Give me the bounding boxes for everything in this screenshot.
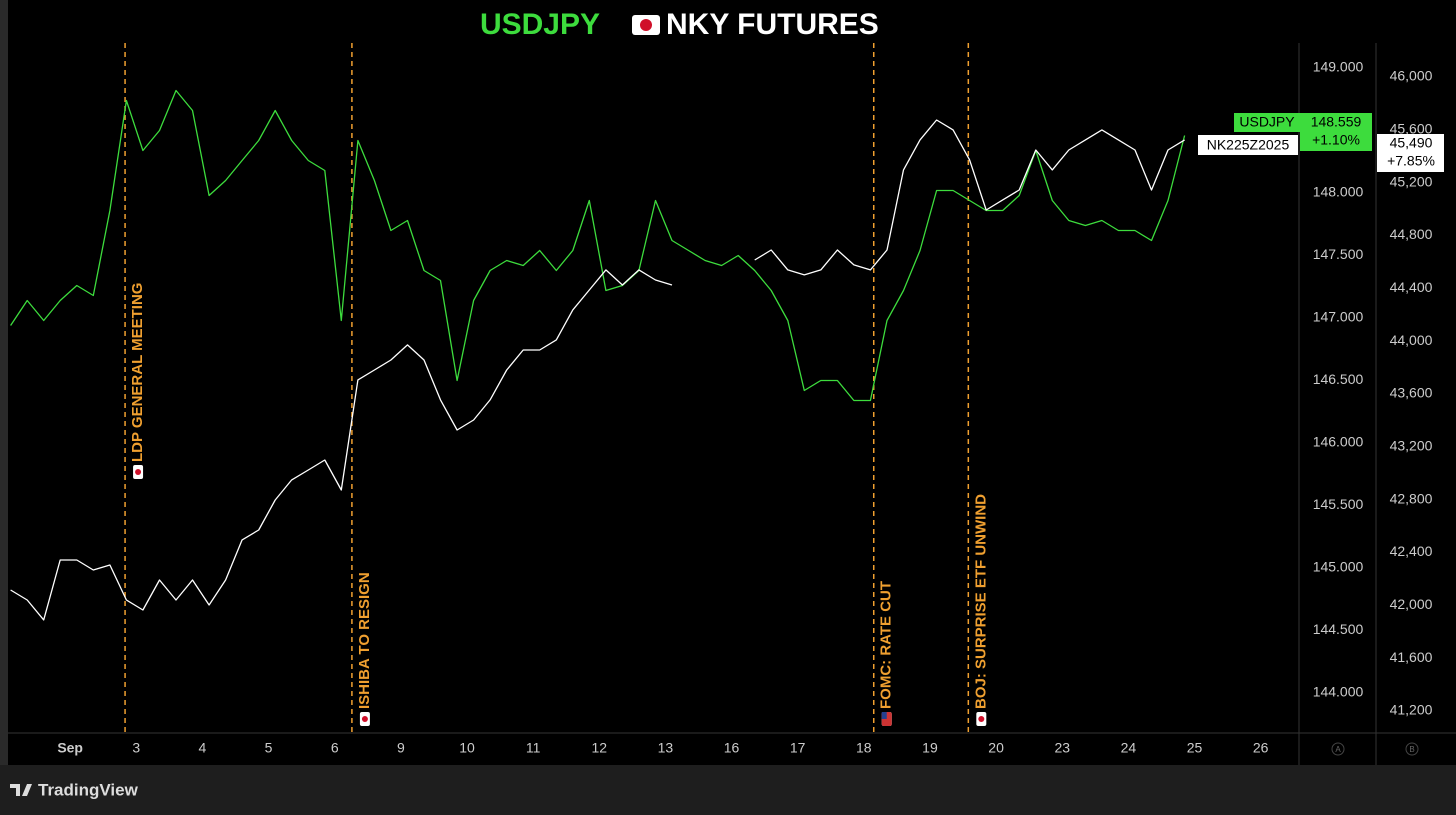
y2-tick-label: 46,000 xyxy=(1390,68,1433,84)
y-tick-label: 145.500 xyxy=(1313,496,1364,512)
x-tick-label: 5 xyxy=(265,740,273,756)
x-tick-label: 6 xyxy=(331,740,339,756)
price-tag xyxy=(1234,113,1300,132)
x-tick-label: 24 xyxy=(1121,740,1137,756)
last-price: 45,490 xyxy=(1390,135,1433,151)
y-tick-label: 148.000 xyxy=(1313,184,1364,200)
flag-dot xyxy=(978,716,985,722)
price-tag xyxy=(1377,134,1444,172)
axis-name: A xyxy=(1335,745,1341,754)
axis-name: B xyxy=(1409,745,1414,754)
x-tick-label: 13 xyxy=(658,740,674,756)
axis-badge xyxy=(1331,742,1345,756)
y-tick-label: 147.000 xyxy=(1313,309,1364,325)
y2-tick-label: 41,200 xyxy=(1390,702,1433,718)
left-border xyxy=(0,0,8,765)
last-change: +7.85% xyxy=(1387,153,1435,169)
legend-entry: USDJPY xyxy=(1239,114,1295,130)
x-tick-label: Sep xyxy=(57,740,83,756)
series-line xyxy=(10,119,1185,621)
axis-badge xyxy=(1405,742,1419,756)
y-tick-label: 147.500 xyxy=(1313,246,1364,262)
x-tick-label: 9 xyxy=(397,740,405,756)
footer xyxy=(0,765,1456,815)
flag-icon xyxy=(359,712,370,726)
event-label: LDP GENERAL MEETING xyxy=(129,283,146,462)
y2-tick-label: 42,400 xyxy=(1390,543,1433,559)
y2-tick-label: 44,000 xyxy=(1390,332,1433,348)
price-tag xyxy=(1198,135,1298,155)
tradingview-logo xyxy=(10,784,32,796)
y-tick-label: 144.500 xyxy=(1313,621,1364,637)
x-tick-label: 3 xyxy=(132,740,140,756)
price-tag xyxy=(1300,113,1372,151)
y-tick-label: 149.000 xyxy=(1313,59,1364,75)
flag-icon xyxy=(976,712,987,726)
x-tick-label: 23 xyxy=(1054,740,1070,756)
x-tick-label: 18 xyxy=(856,740,872,756)
last-price: 148.559 xyxy=(1311,114,1362,130)
flag-dot xyxy=(361,716,368,722)
y2-tick-label: 44,400 xyxy=(1390,279,1433,295)
event-label: BOJ: SURPRISE ETF UNWIND xyxy=(972,494,989,709)
x-tick-label: 20 xyxy=(988,740,1004,756)
chart-title: USDJPY xyxy=(480,8,600,41)
x-tick-label: 12 xyxy=(591,740,607,756)
y2-tick-label: 41,600 xyxy=(1390,649,1433,665)
x-tick-label: 19 xyxy=(922,740,938,756)
x-tick-label: 16 xyxy=(724,740,740,756)
last-change: +1.10% xyxy=(1312,132,1360,148)
x-tick-label: 26 xyxy=(1253,740,1269,756)
y2-tick-label: 45,600 xyxy=(1390,120,1433,136)
x-tick-label: 25 xyxy=(1187,740,1203,756)
x-tick-label: 4 xyxy=(199,740,207,756)
y-tick-label: 144.000 xyxy=(1313,684,1364,700)
event-label: FOMC: RATE CUT xyxy=(878,581,895,709)
series-line xyxy=(10,89,1186,402)
flag-icon xyxy=(133,465,144,479)
flag-icon xyxy=(632,15,660,35)
y2-tick-label: 45,200 xyxy=(1390,173,1433,189)
x-tick-label: 11 xyxy=(526,740,541,756)
chart-subtitle: NKY FUTURES xyxy=(666,8,879,41)
flag-canton xyxy=(881,712,887,719)
y-tick-label: 145.000 xyxy=(1313,559,1364,575)
x-tick-label: 10 xyxy=(459,740,475,756)
flag-dot xyxy=(135,469,142,475)
flag-icon xyxy=(881,712,892,726)
event-label: ISHIBA TO RESIGN xyxy=(356,572,373,709)
y2-tick-label: 42,000 xyxy=(1390,596,1433,612)
x-tick-label: 17 xyxy=(790,740,806,756)
y-tick-label: 146.000 xyxy=(1313,434,1364,450)
y2-tick-label: 42,800 xyxy=(1390,490,1433,506)
legend-entry: NK225Z2025 xyxy=(1207,137,1290,153)
y2-tick-label: 43,200 xyxy=(1390,437,1433,453)
y-tick-label: 146.500 xyxy=(1313,371,1364,387)
y2-tick-label: 43,600 xyxy=(1390,385,1433,401)
brand: TradingView xyxy=(38,780,139,799)
y2-tick-label: 44,800 xyxy=(1390,226,1433,242)
